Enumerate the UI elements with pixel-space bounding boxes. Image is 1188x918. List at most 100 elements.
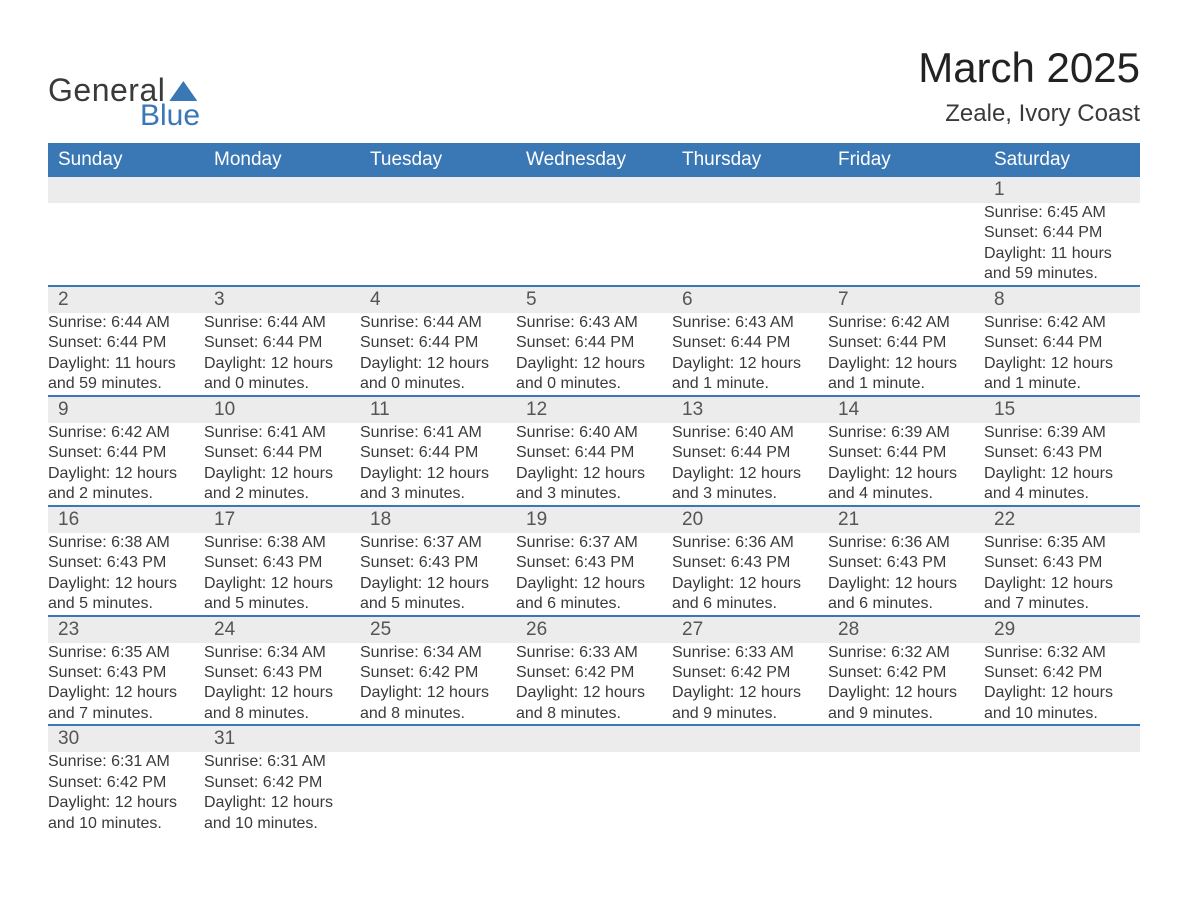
- page-header: General Blue March 2025 Zeale, Ivory Coa…: [48, 44, 1140, 133]
- day-number: 6: [672, 287, 828, 313]
- day-cell-header: [360, 725, 516, 752]
- day-number: 11: [360, 397, 516, 423]
- day-cell-detail: Sunrise: 6:43 AMSunset: 6:44 PMDaylight:…: [516, 313, 672, 396]
- sunrise-text: Sunrise: 6:42 AM: [48, 423, 204, 443]
- day-cell-detail: Sunrise: 6:37 AMSunset: 6:43 PMDaylight:…: [516, 533, 672, 616]
- sunset-text: Sunset: 6:44 PM: [984, 333, 1140, 353]
- day-number: 8: [984, 287, 1140, 313]
- sunrise-text: Sunrise: 6:35 AM: [48, 643, 204, 663]
- week-daynum-row: 1: [48, 177, 1140, 203]
- day-cell-header: 17: [204, 506, 360, 533]
- sunset-text: Sunset: 6:44 PM: [516, 443, 672, 463]
- logo: General Blue: [48, 72, 200, 133]
- day-header-row: Sunday Monday Tuesday Wednesday Thursday…: [48, 143, 1140, 177]
- day-cell-header: 26: [516, 616, 672, 643]
- day-cell-detail: Sunrise: 6:45 AMSunset: 6:44 PMDaylight:…: [984, 203, 1140, 286]
- sunrise-text: Sunrise: 6:37 AM: [360, 533, 516, 553]
- week-daynum-row: 9101112131415: [48, 396, 1140, 423]
- day-cell-detail: Sunrise: 6:37 AMSunset: 6:43 PMDaylight:…: [360, 533, 516, 616]
- sunset-text: Sunset: 6:42 PM: [672, 663, 828, 683]
- sunrise-text: Sunrise: 6:33 AM: [516, 643, 672, 663]
- day-cell-header: 6: [672, 286, 828, 313]
- sunrise-text: Sunrise: 6:34 AM: [204, 643, 360, 663]
- day-cell-header: 3: [204, 286, 360, 313]
- day-cell-header: 15: [984, 396, 1140, 423]
- sunrise-text: Sunrise: 6:40 AM: [672, 423, 828, 443]
- day-number: 22: [984, 507, 1140, 533]
- day-cell-header: 30: [48, 725, 204, 752]
- day-cell-detail: [984, 752, 1140, 834]
- day-cell-detail: Sunrise: 6:35 AMSunset: 6:43 PMDaylight:…: [48, 643, 204, 726]
- daylight-text: Daylight: 12 hours and 10 minutes.: [204, 793, 360, 834]
- day-number: 4: [360, 287, 516, 313]
- sunset-text: Sunset: 6:44 PM: [204, 443, 360, 463]
- day-cell-detail: Sunrise: 6:44 AMSunset: 6:44 PMDaylight:…: [360, 313, 516, 396]
- sunrise-text: Sunrise: 6:38 AM: [204, 533, 360, 553]
- day-header: Saturday: [984, 143, 1140, 177]
- day-cell-header: 23: [48, 616, 204, 643]
- page-title: March 2025: [918, 44, 1140, 92]
- daylight-text: Daylight: 12 hours and 10 minutes.: [984, 683, 1140, 724]
- sunrise-text: Sunrise: 6:42 AM: [828, 313, 984, 333]
- day-header: Monday: [204, 143, 360, 177]
- daylight-text: Daylight: 12 hours and 1 minute.: [828, 354, 984, 395]
- sunset-text: Sunset: 6:42 PM: [984, 663, 1140, 683]
- sunset-text: Sunset: 6:43 PM: [828, 553, 984, 573]
- day-cell-header: [516, 725, 672, 752]
- day-cell-header: 12: [516, 396, 672, 423]
- daylight-text: Daylight: 12 hours and 3 minutes.: [672, 464, 828, 505]
- day-cell-header: 7: [828, 286, 984, 313]
- day-cell-detail: [672, 203, 828, 286]
- sunset-text: Sunset: 6:42 PM: [204, 773, 360, 793]
- day-number: 29: [984, 617, 1140, 643]
- day-cell-detail: Sunrise: 6:42 AMSunset: 6:44 PMDaylight:…: [984, 313, 1140, 396]
- day-number: 28: [828, 617, 984, 643]
- sunset-text: Sunset: 6:44 PM: [828, 443, 984, 463]
- daylight-text: Daylight: 12 hours and 5 minutes.: [360, 574, 516, 615]
- day-cell-detail: Sunrise: 6:34 AMSunset: 6:42 PMDaylight:…: [360, 643, 516, 726]
- day-cell-detail: Sunrise: 6:42 AMSunset: 6:44 PMDaylight:…: [48, 423, 204, 506]
- day-cell-detail: Sunrise: 6:33 AMSunset: 6:42 PMDaylight:…: [672, 643, 828, 726]
- day-cell-detail: [516, 203, 672, 286]
- day-cell-detail: [828, 752, 984, 834]
- day-number: 31: [204, 726, 360, 752]
- sunset-text: Sunset: 6:44 PM: [984, 223, 1140, 243]
- day-cell-header: 13: [672, 396, 828, 423]
- daylight-text: Daylight: 12 hours and 4 minutes.: [984, 464, 1140, 505]
- week-daynum-row: 2345678: [48, 286, 1140, 313]
- sunset-text: Sunset: 6:44 PM: [672, 333, 828, 353]
- daylight-text: Daylight: 12 hours and 3 minutes.: [516, 464, 672, 505]
- day-cell-header: 29: [984, 616, 1140, 643]
- page-subtitle: Zeale, Ivory Coast: [918, 100, 1140, 128]
- sunset-text: Sunset: 6:42 PM: [516, 663, 672, 683]
- sunrise-text: Sunrise: 6:45 AM: [984, 203, 1140, 223]
- day-header: Thursday: [672, 143, 828, 177]
- sunset-text: Sunset: 6:44 PM: [360, 333, 516, 353]
- day-number: 2: [48, 287, 204, 313]
- daylight-text: Daylight: 12 hours and 0 minutes.: [516, 354, 672, 395]
- day-number: 15: [984, 397, 1140, 423]
- daylight-text: Daylight: 11 hours and 59 minutes.: [48, 354, 204, 395]
- day-cell-header: 16: [48, 506, 204, 533]
- daylight-text: Daylight: 12 hours and 3 minutes.: [360, 464, 516, 505]
- sunrise-text: Sunrise: 6:32 AM: [984, 643, 1140, 663]
- day-cell-header: [984, 725, 1140, 752]
- day-number: 12: [516, 397, 672, 423]
- sunrise-text: Sunrise: 6:40 AM: [516, 423, 672, 443]
- calendar-table: Sunday Monday Tuesday Wednesday Thursday…: [48, 143, 1140, 834]
- week-detail-row: Sunrise: 6:31 AMSunset: 6:42 PMDaylight:…: [48, 752, 1140, 834]
- day-cell-header: 11: [360, 396, 516, 423]
- daylight-text: Daylight: 12 hours and 8 minutes.: [204, 683, 360, 724]
- week-detail-row: Sunrise: 6:45 AMSunset: 6:44 PMDaylight:…: [48, 203, 1140, 286]
- day-cell-header: 9: [48, 396, 204, 423]
- day-cell-header: 19: [516, 506, 672, 533]
- day-number: 26: [516, 617, 672, 643]
- day-cell-header: 14: [828, 396, 984, 423]
- day-cell-detail: Sunrise: 6:38 AMSunset: 6:43 PMDaylight:…: [204, 533, 360, 616]
- day-number: 17: [204, 507, 360, 533]
- week-daynum-row: 3031: [48, 725, 1140, 752]
- day-number: 10: [204, 397, 360, 423]
- day-header: Friday: [828, 143, 984, 177]
- day-number: 13: [672, 397, 828, 423]
- day-cell-header: [828, 177, 984, 203]
